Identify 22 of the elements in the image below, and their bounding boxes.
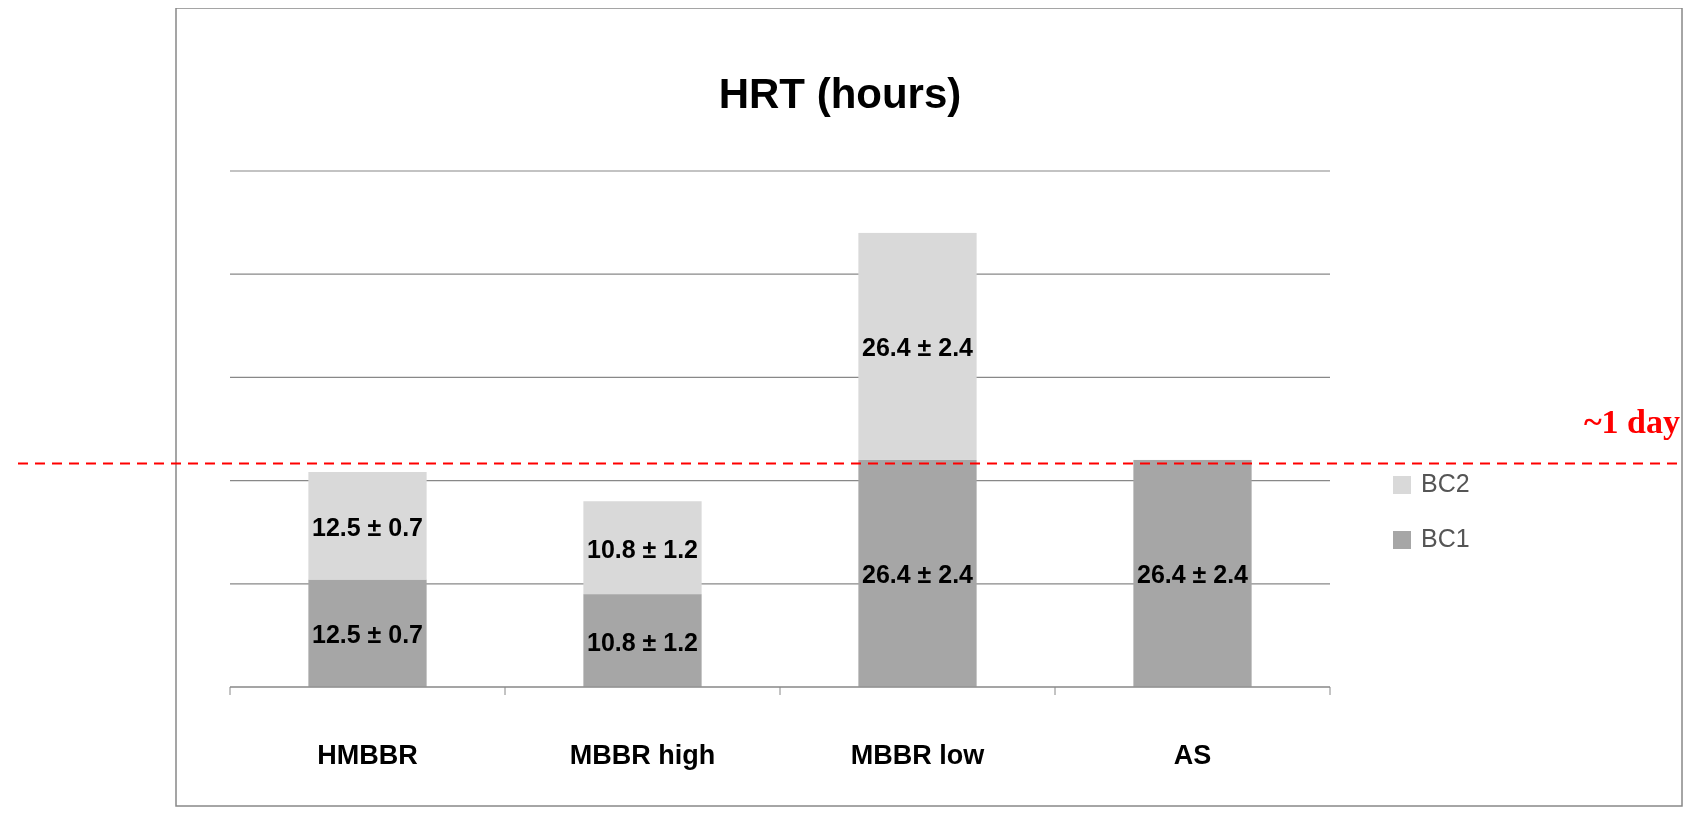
bar [583, 594, 702, 687]
data-label: 26.4 ± 2.4 [861, 333, 974, 362]
bar [1133, 459, 1252, 687]
bar [858, 232, 977, 460]
ref-line-label: ~1 day [1583, 403, 1680, 441]
data-label: 12.5 ± 0.7 [311, 620, 424, 649]
bar [858, 459, 977, 687]
chart-title: HRT (hours) [718, 70, 962, 117]
bar [308, 579, 427, 687]
x-tick-label: HMBBR [317, 740, 418, 770]
bar [308, 472, 427, 580]
data-label: 10.8 ± 1.2 [586, 627, 699, 656]
data-label: 26.4 ± 2.4 [861, 560, 974, 589]
data-label: 12.5 ± 0.7 [311, 512, 424, 541]
data-label: 10.8 ± 1.2 [586, 534, 699, 563]
bar [583, 501, 702, 595]
x-tick-label: MBBR high [569, 740, 716, 770]
data-label: 26.4 ± 2.4 [1136, 560, 1249, 589]
x-tick-label: MBBR low [850, 740, 986, 770]
x-tick-label: AS [1173, 740, 1212, 770]
legend-label: BC2 [1421, 469, 1470, 497]
legend-label: BC1 [1421, 524, 1470, 552]
